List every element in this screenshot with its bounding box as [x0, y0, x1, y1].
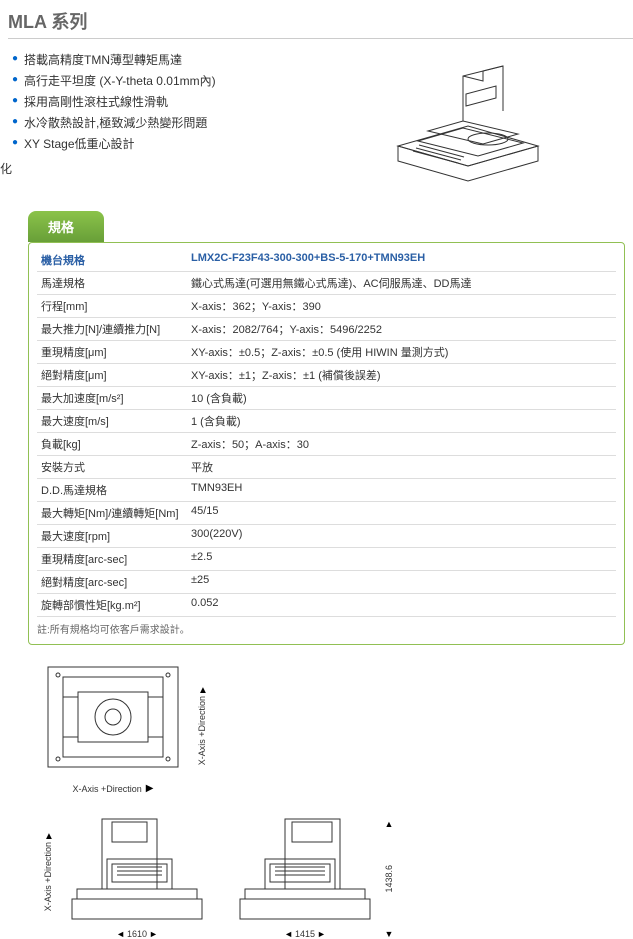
spec-label: 最大速度[rpm] [37, 525, 187, 548]
spec-label: 安裝方式 [37, 456, 187, 479]
spec-value: 平放 [187, 456, 616, 479]
spec-row: D.D.馬達規格TMN93EH [37, 479, 616, 502]
spec-row: 絕對精度[μm]XY-axis：±1；Z-axis：±1 (補償後誤差) [37, 364, 616, 387]
isometric-diagram [348, 51, 588, 191]
spec-table: 機台規格LMX2C-F23F43-300-300+BS-5-170+TMN93E… [37, 249, 616, 617]
spec-row: 旋轉部慣性矩[kg.m²]0.052 [37, 594, 616, 617]
bullet-icon: ● [12, 74, 18, 85]
spec-row: 行程[mm]X-axis：362；Y-axis：390 [37, 295, 616, 318]
spec-row: 重現精度[arc-sec]±2.5 [37, 548, 616, 571]
feature-text: 搭載高精度TMN薄型轉矩馬達 [24, 51, 182, 68]
spec-label: 旋轉部慣性矩[kg.m²] [37, 594, 187, 617]
spec-section: 規格 機台規格LMX2C-F23F43-300-300+BS-5-170+TMN… [8, 211, 633, 645]
title-divider [8, 38, 633, 39]
spec-label: 機台規格 [37, 249, 187, 272]
spec-value: 45/15 [187, 502, 616, 525]
arrow-right-icon: ▶ [146, 783, 154, 794]
spec-row: 絕對精度[arc-sec]±25 [37, 571, 616, 594]
spec-label: 最大轉矩[Nm]/連續轉矩[Nm] [37, 502, 187, 525]
bullet-icon: ● [12, 116, 18, 127]
spec-value: TMN93EH [187, 479, 616, 502]
spec-value: XY-axis：±1；Z-axis：±1 (補償後誤差) [187, 364, 616, 387]
bullet-icon: ● [12, 53, 18, 64]
spec-label: 負載[kg] [37, 433, 187, 456]
top-section: ● 搭載高精度TMN薄型轉矩馬達 ● 高行走平坦度 (X-Y-theta 0.01mm… [8, 51, 633, 191]
spec-value: 1 (含負載) [187, 410, 616, 433]
spec-row: 最大速度[m/s]1 (含負載) [37, 410, 616, 433]
spec-value: 10 (含負載) [187, 387, 616, 410]
feature-text: 採用高剛性滾柱式線性滑軌 [24, 93, 168, 110]
feature-item: ● 採用高剛性滾柱式線性滑軌 [12, 93, 348, 110]
top-view-block: X-Axis +Direction ▶ [38, 657, 188, 794]
feature-item: ● 搭載高精度TMN薄型轉矩馬達 [12, 51, 348, 68]
spec-label: 行程[mm] [37, 295, 187, 318]
feature-list: ● 搭載高精度TMN薄型轉矩馬達 ● 高行走平坦度 (X-Y-theta 0.01mm… [8, 51, 348, 156]
feature-item: ● XY Stage低重心設計 [12, 135, 348, 152]
dim-height: 1438.6 [384, 865, 394, 893]
feature-text: 水冷散熱設計,極致減少熱變形問題 [24, 114, 207, 131]
feature-text: XY Stage低重心設計 [24, 135, 135, 152]
arrow-up-icon: ▲ [44, 831, 54, 842]
bullet-icon: ● [12, 137, 18, 148]
feature-item: ● 高行走平坦度 (X-Y-theta 0.01mm內) [12, 72, 348, 89]
spec-label: 馬達規格 [37, 272, 187, 295]
x-axis-direction-label-v2: X-Axis +Direction [43, 842, 53, 911]
feature-item: ● 水冷散熱設計,極致減少熱變形問題 [12, 114, 348, 131]
spec-row: 機台規格LMX2C-F23F43-300-300+BS-5-170+TMN93E… [37, 249, 616, 272]
spec-value: X-axis：2082/764；Y-axis：5496/2252 [187, 318, 616, 341]
spec-label: D.D.馬達規格 [37, 479, 187, 502]
page-container: MLA 系列 ● 搭載高精度TMN薄型轉矩馬達 ● 高行走平坦度 (X-Y-theta… [0, 0, 633, 939]
dimension-diagrams: X-Axis +Direction ▶ ▲ X-Axis +Direction … [8, 653, 633, 939]
spec-row: 最大推力[N]/連續推力[N]X-axis：2082/764；Y-axis：54… [37, 318, 616, 341]
spec-value: ±2.5 [187, 548, 616, 571]
spec-row: 負載[kg]Z-axis：50；A-axis：30 [37, 433, 616, 456]
feature-text: 高行走平坦度 (X-Y-theta 0.01mm內) [24, 72, 216, 89]
spec-value: ±25 [187, 571, 616, 594]
spec-value: XY-axis：±0.5；Z-axis：±0.5 (使用 HIWIN 量測方式) [187, 341, 616, 364]
spec-value: 鐵心式馬達(可選用無鐵心式馬達)、AC伺服馬達、DD馬達 [187, 272, 616, 295]
spec-label: 最大加速度[m/s²] [37, 387, 187, 410]
front-views-row: ▲ X-Axis +Direction [38, 804, 394, 939]
spec-label: 最大推力[N]/連續推力[N] [37, 318, 187, 341]
spec-tab: 規格 [28, 211, 104, 242]
spec-label: 絕對精度[arc-sec] [37, 571, 187, 594]
spec-label: 重現精度[μm] [37, 341, 187, 364]
dim-width-2: 1415 [295, 929, 315, 939]
side-cutoff-char: 化 [0, 160, 12, 177]
spec-row: 最大速度[rpm]300(220V) [37, 525, 616, 548]
spec-note: 註:所有規格均可依客戶需求設計。 [37, 621, 616, 636]
spec-row: 最大加速度[m/s²]10 (含負載) [37, 387, 616, 410]
x-axis-direction-label-v: X-Axis +Direction [197, 696, 207, 765]
dim-width-1: 1610 [127, 929, 147, 939]
arrow-up-icon: ▲ [198, 685, 208, 696]
bullet-icon: ● [12, 95, 18, 106]
spec-label: 最大速度[m/s] [37, 410, 187, 433]
front-view-2: ◄ 1415 ► ▲ 1438.6 ▼ [230, 804, 394, 939]
spec-value: LMX2C-F23F43-300-300+BS-5-170+TMN93EH [187, 249, 616, 272]
spec-box: 機台規格LMX2C-F23F43-300-300+BS-5-170+TMN93E… [28, 242, 625, 645]
spec-row: 馬達規格鐵心式馬達(可選用無鐵心式馬達)、AC伺服馬達、DD馬達 [37, 272, 616, 295]
spec-value: X-axis：362；Y-axis：390 [187, 295, 616, 318]
page-title: MLA 系列 [8, 8, 633, 34]
spec-value: 300(220V) [187, 525, 616, 548]
spec-row: 最大轉矩[Nm]/連續轉矩[Nm]45/15 [37, 502, 616, 525]
spec-row: 安裝方式平放 [37, 456, 616, 479]
spec-value: Z-axis：50；A-axis：30 [187, 433, 616, 456]
x-axis-direction-label: X-Axis +Direction [73, 784, 142, 794]
spec-label: 絕對精度[μm] [37, 364, 187, 387]
spec-row: 重現精度[μm]XY-axis：±0.5；Z-axis：±0.5 (使用 HIW… [37, 341, 616, 364]
spec-value: 0.052 [187, 594, 616, 617]
front-view-1: ◄ 1610 ► [62, 804, 212, 939]
spec-label: 重現精度[arc-sec] [37, 548, 187, 571]
